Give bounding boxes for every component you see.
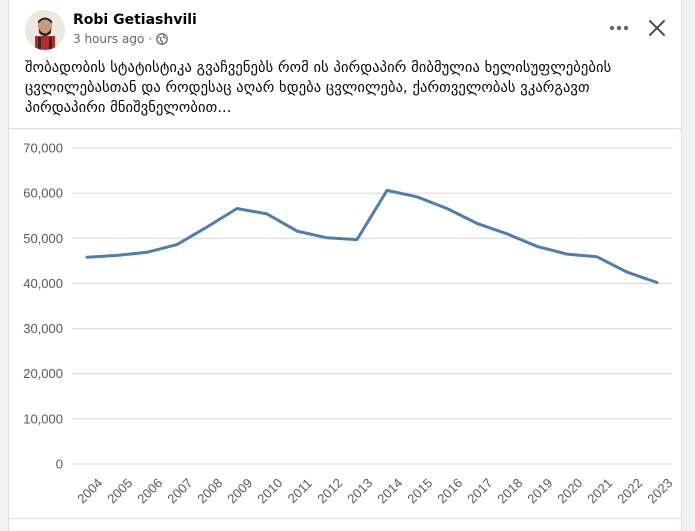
close-icon: [649, 20, 665, 36]
close-button[interactable]: [643, 14, 671, 42]
post-time[interactable]: 3 hours ago: [73, 32, 145, 46]
post-card: Robi Getiashvili 3 hours ago · შობადობის…: [8, 0, 682, 531]
x-tick-label: 2004: [74, 475, 105, 506]
y-tick-label: 10,000: [23, 411, 63, 426]
more-options-button[interactable]: [605, 14, 633, 42]
post-meta: 3 hours ago ·: [73, 32, 169, 46]
x-tick-label: 2023: [644, 475, 675, 506]
x-tick-label: 2011: [285, 476, 315, 506]
post-text-line: ცვლილებასთან და როდესაც აღარ ხდება ცვლილ…: [25, 80, 590, 96]
x-tick-label: 2018: [494, 475, 525, 506]
x-tick-label: 2021: [584, 475, 615, 506]
x-tick-label: 2017: [464, 475, 495, 506]
image-divider: [9, 128, 681, 129]
y-tick-label: 0: [56, 457, 63, 472]
x-tick-label: 2013: [344, 475, 375, 506]
y-tick-label: 20,000: [23, 366, 63, 381]
line-chart[interactable]: 0 10,000 20,000 30,000 40,000 50,000 60,000 70,…: [9, 0, 681, 531]
x-tick-label: 2006: [134, 475, 165, 506]
x-tick-label: 2014: [374, 475, 405, 506]
author-avatar[interactable]: [25, 10, 65, 50]
post-text-line: პირდაპირი მნიშვნელობით...: [25, 100, 232, 116]
meta-separator: ·: [148, 32, 153, 46]
x-tick-label: 2012: [314, 475, 345, 506]
post-text-line: შობადობის სტატისტიკა გვაჩვენებს რომ ის პ…: [25, 60, 612, 76]
avatar-image: [25, 10, 65, 50]
x-tick-label: 2009: [224, 475, 255, 506]
y-tick-label: 70,000: [23, 141, 63, 156]
y-tick-label: 50,000: [23, 231, 63, 246]
x-tick-label: 2010: [254, 475, 285, 506]
bottom-divider: [9, 518, 681, 519]
y-tick-label: 30,000: [23, 321, 63, 336]
x-tick-label: 2019: [524, 475, 555, 506]
y-tick-label: 40,000: [23, 276, 63, 291]
y-tick-label: 60,000: [23, 186, 63, 201]
x-tick-label: 2022: [614, 475, 645, 506]
globe-icon[interactable]: [156, 33, 169, 45]
more-dots-icon: [609, 25, 629, 31]
post-text: შობადობის სტატისტიკა გვაჩვენებს რომ ის პ…: [25, 58, 665, 118]
x-tick-label: 2007: [164, 475, 195, 506]
x-tick-label: 2008: [194, 475, 225, 506]
x-tick-label: 2016: [434, 475, 465, 506]
series-line: [85, 188, 659, 284]
x-tick-label: 2005: [104, 475, 135, 506]
author-name[interactable]: Robi Getiashvili: [73, 12, 197, 28]
x-tick-label: 2020: [554, 475, 585, 506]
x-tick-label: 2015: [404, 475, 435, 506]
